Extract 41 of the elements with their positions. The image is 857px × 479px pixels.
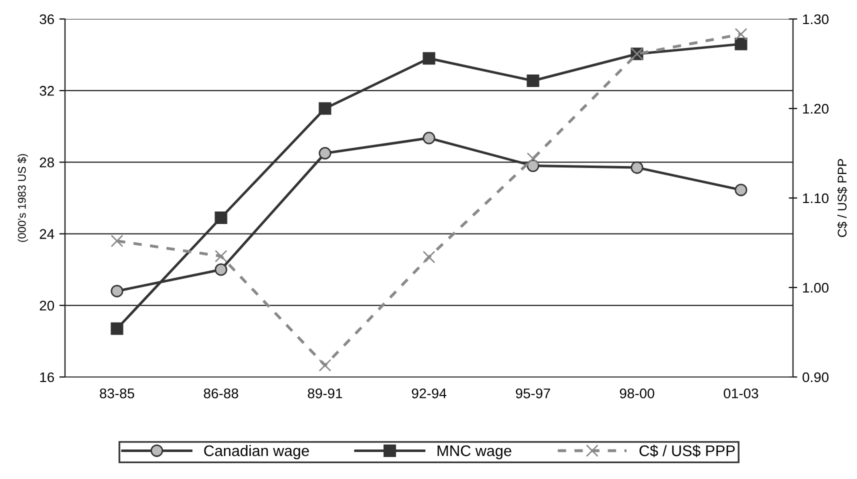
y2-tick-label: 1.30	[803, 14, 829, 24]
y2-tick-label: 1.00	[803, 282, 829, 293]
point	[734, 184, 748, 196]
point	[110, 284, 124, 298]
point	[734, 28, 748, 40]
y-tick-label: 32	[40, 86, 54, 96]
point	[110, 234, 124, 248]
y-axis-title: (000's 1983 US $)	[17, 154, 28, 242]
point	[526, 74, 540, 88]
y2-tick-label: 0.90	[802, 372, 829, 382]
point	[422, 250, 436, 264]
y-tick-label: 16	[40, 372, 54, 382]
x-tick-label: 83-85	[100, 388, 134, 398]
y-tick-label: 28	[40, 158, 54, 168]
y-tick-label: 36	[40, 14, 54, 24]
y-tick-label: 24	[40, 229, 54, 239]
point	[422, 52, 436, 65]
y2-axis-title: C$ / US$ PPP	[837, 159, 848, 237]
y2-tick-label: 1.10	[803, 193, 829, 204]
point	[214, 211, 228, 224]
point	[422, 132, 436, 144]
point	[318, 102, 332, 115]
point	[526, 152, 540, 165]
x-tick-label: 01-03	[724, 388, 758, 398]
point	[630, 161, 644, 174]
x-tick-label: 86-88	[204, 388, 238, 398]
x-tick-label: 98-00	[620, 388, 654, 398]
point	[318, 147, 332, 160]
legend-label: Canadian wage	[204, 444, 309, 460]
x-tick-label: 92-94	[412, 388, 446, 398]
point	[110, 322, 124, 335]
legend-label: MNC wage	[438, 445, 512, 460]
point	[214, 250, 228, 262]
x-tick-label: 95-97	[516, 388, 550, 398]
x-tick-label: 89-91	[308, 388, 342, 398]
point	[214, 263, 228, 276]
y2-tick-label: 1.20	[803, 104, 829, 114]
y-tick-label: 20	[40, 300, 54, 311]
point	[734, 38, 748, 50]
point	[318, 359, 332, 372]
legend-label: C$ / US$ PPP	[640, 444, 735, 458]
